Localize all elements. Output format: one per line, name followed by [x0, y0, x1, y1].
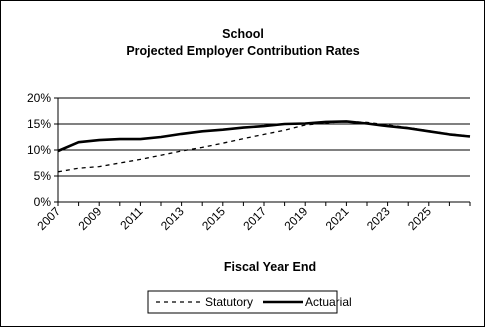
x-tick-label: 2017	[240, 204, 269, 233]
x-axis-label: Fiscal Year End	[224, 260, 316, 274]
y-tick-label: 10%	[27, 143, 51, 157]
y-tick-label: 5%	[34, 169, 52, 183]
legend: Statutory Actuarial	[147, 290, 352, 314]
series-line-actuarial	[57, 120, 471, 153]
x-tick-label: 2019	[282, 204, 311, 233]
legend-label-actuarial: Actuarial	[305, 295, 352, 309]
x-tick-label: 2013	[158, 204, 187, 233]
y-tick-label: 15%	[27, 117, 51, 131]
x-tick-label: 2025	[405, 204, 434, 233]
gridlines	[58, 97, 470, 177]
x-axis-ticks: 2007 2009 2011 2013 2015 2017 2019 2021 2023 2025	[34, 202, 471, 233]
chart-subtitle: Projected Employer Contribution Rates	[126, 44, 359, 58]
x-tick-label: 2011	[117, 204, 145, 232]
legend-label-statutory: Statutory	[205, 295, 253, 309]
series-line-statutory	[57, 120, 471, 173]
y-tick-label: 0%	[34, 195, 52, 209]
x-tick-label: 2015	[199, 204, 228, 233]
x-tick-label: 2009	[76, 204, 105, 233]
series-lines	[57, 120, 471, 173]
legend-box	[147, 290, 338, 314]
x-tick-label: 2023	[364, 204, 393, 233]
x-tick-label: 2021	[323, 204, 352, 233]
y-tick-label: 20%	[27, 91, 51, 105]
y-axis-ticks: 0% 5% 10% 15% 20%	[27, 91, 58, 209]
chart-title: School	[222, 27, 264, 41]
